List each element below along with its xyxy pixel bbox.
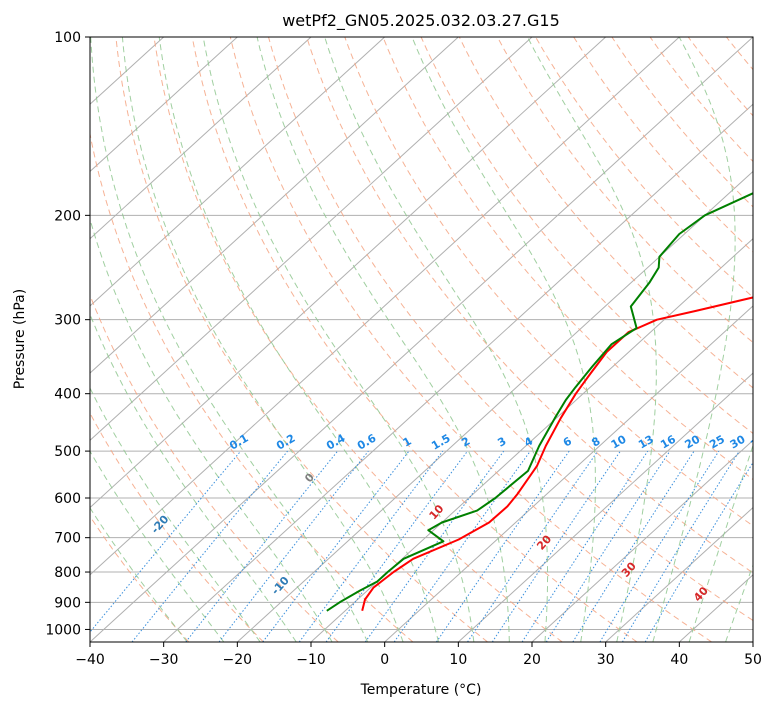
y-tick-label: 300 <box>54 313 81 329</box>
isotherm-line <box>457 372 753 642</box>
dry-adiabat-line <box>90 412 264 642</box>
x-tick-label: −40 <box>75 652 105 668</box>
x-tick-label: 30 <box>597 652 615 668</box>
isotherm-line <box>384 305 753 642</box>
moist-adiabat-line <box>90 313 297 642</box>
x-axis: −40 −30 −20 −10 0 10 20 30 40 50 <box>75 642 762 668</box>
mixing-ratio-line <box>131 450 288 642</box>
chart-title: wetPf2_GN05.2025.032.03.27.G15 <box>282 11 560 31</box>
plot-clip: 0.10.20.40.611.52346810131620253036-100-… <box>90 37 768 642</box>
y-tick-label: 900 <box>54 595 81 611</box>
y-tick-label: 1000 <box>45 622 81 638</box>
y-tick-label: 100 <box>54 30 81 46</box>
mixing-ratio-line <box>435 450 570 642</box>
moist-adiabat-line <box>202 37 475 642</box>
isotherm-line <box>531 439 753 642</box>
x-tick-label: 50 <box>744 652 762 668</box>
isotherm-line <box>90 37 753 642</box>
mixing-ratio-line <box>364 450 505 642</box>
y-axis: 100 200 300 400 500 600 700 800 900 1000 <box>45 30 90 638</box>
x-tick-label: 0 <box>380 652 389 668</box>
y-axis-label: Pressure (hPa) <box>12 289 28 389</box>
moist-adiabat-line <box>158 37 439 642</box>
mixing-ratio-line <box>325 450 468 642</box>
moist-adiabat-line <box>90 37 369 642</box>
isotherm-line <box>90 37 238 173</box>
dry-adiabat-line <box>382 37 753 481</box>
moist-adiabat-line <box>90 217 333 642</box>
y-tick-label: 200 <box>54 208 81 224</box>
dry-adiabat-line <box>90 515 190 642</box>
mixing-ratio-line <box>298 450 444 642</box>
dry-adiabat-line <box>229 37 712 642</box>
isotherm-line <box>90 37 680 576</box>
mixing-ratio-line <box>262 450 410 642</box>
dry-adiabat-line <box>115 37 488 642</box>
dry-adiabat-line <box>191 37 638 642</box>
isotherm-line <box>90 37 459 374</box>
isotherm-line <box>310 237 753 642</box>
dry-adiabat-line <box>268 37 753 622</box>
isotherm-line <box>236 170 753 642</box>
isotherm-line <box>90 37 533 442</box>
mixing-ratio-line <box>218 450 369 642</box>
isotherm-line <box>605 506 753 642</box>
sounding-series <box>326 192 753 612</box>
mixing-ratio-line <box>644 461 753 642</box>
y-tick-label: 700 <box>54 531 81 547</box>
mixing-ratio-line <box>521 450 649 642</box>
y-tick-label: 500 <box>54 444 81 460</box>
y-tick-label: 400 <box>54 387 81 403</box>
mixing-ratio-line <box>621 450 740 642</box>
moist-adiabat-line <box>256 37 510 642</box>
moist-adiabat-line <box>324 37 549 642</box>
mixing-ratio-line <box>393 450 531 642</box>
mixing-ratio-label: 36 <box>748 432 768 451</box>
isotherm-line <box>90 37 312 240</box>
moist-adiabat-line <box>90 387 261 642</box>
moist-adiabat-line <box>121 37 404 642</box>
mixing-ratio-line <box>467 450 599 642</box>
temperature-line <box>361 296 753 612</box>
isotherm-line <box>90 37 386 307</box>
isotherm-line <box>163 103 753 642</box>
dry-adiabat-line <box>496 37 753 344</box>
moist-adiabat-line <box>652 37 736 642</box>
dry-adiabat-line <box>306 37 753 574</box>
y-tick-label: 600 <box>54 491 81 507</box>
x-tick-label: −30 <box>149 652 179 668</box>
mixing-ratio-line <box>545 450 671 642</box>
mixing-ratio-line <box>491 450 621 642</box>
x-tick-label: 10 <box>449 652 467 668</box>
isotherm-line <box>90 37 607 509</box>
dry-adiabat-line <box>153 37 563 642</box>
dewpoint-line <box>326 192 753 612</box>
plot-frame <box>89 36 754 643</box>
isotherms <box>90 37 753 642</box>
mixing-ratio-line <box>572 450 695 642</box>
moist-adiabat-line <box>688 444 753 642</box>
mixing-ratio-line <box>599 450 720 642</box>
moist-adiabat-line <box>90 450 225 642</box>
moist-adiabat-line <box>90 506 188 642</box>
x-tick-label: −20 <box>223 652 253 668</box>
x-tick-label: −10 <box>296 652 326 668</box>
x-axis-label: Temperature (°C) <box>360 682 482 698</box>
mixing-ratio-lines <box>90 450 753 642</box>
x-tick-label: 40 <box>670 652 688 668</box>
x-tick-label: 20 <box>523 652 541 668</box>
dry-adiabat-line <box>344 37 753 527</box>
y-tick-label: 800 <box>54 565 81 581</box>
dry-adiabat-line <box>535 37 753 298</box>
moist-adiabat-line <box>725 563 753 642</box>
